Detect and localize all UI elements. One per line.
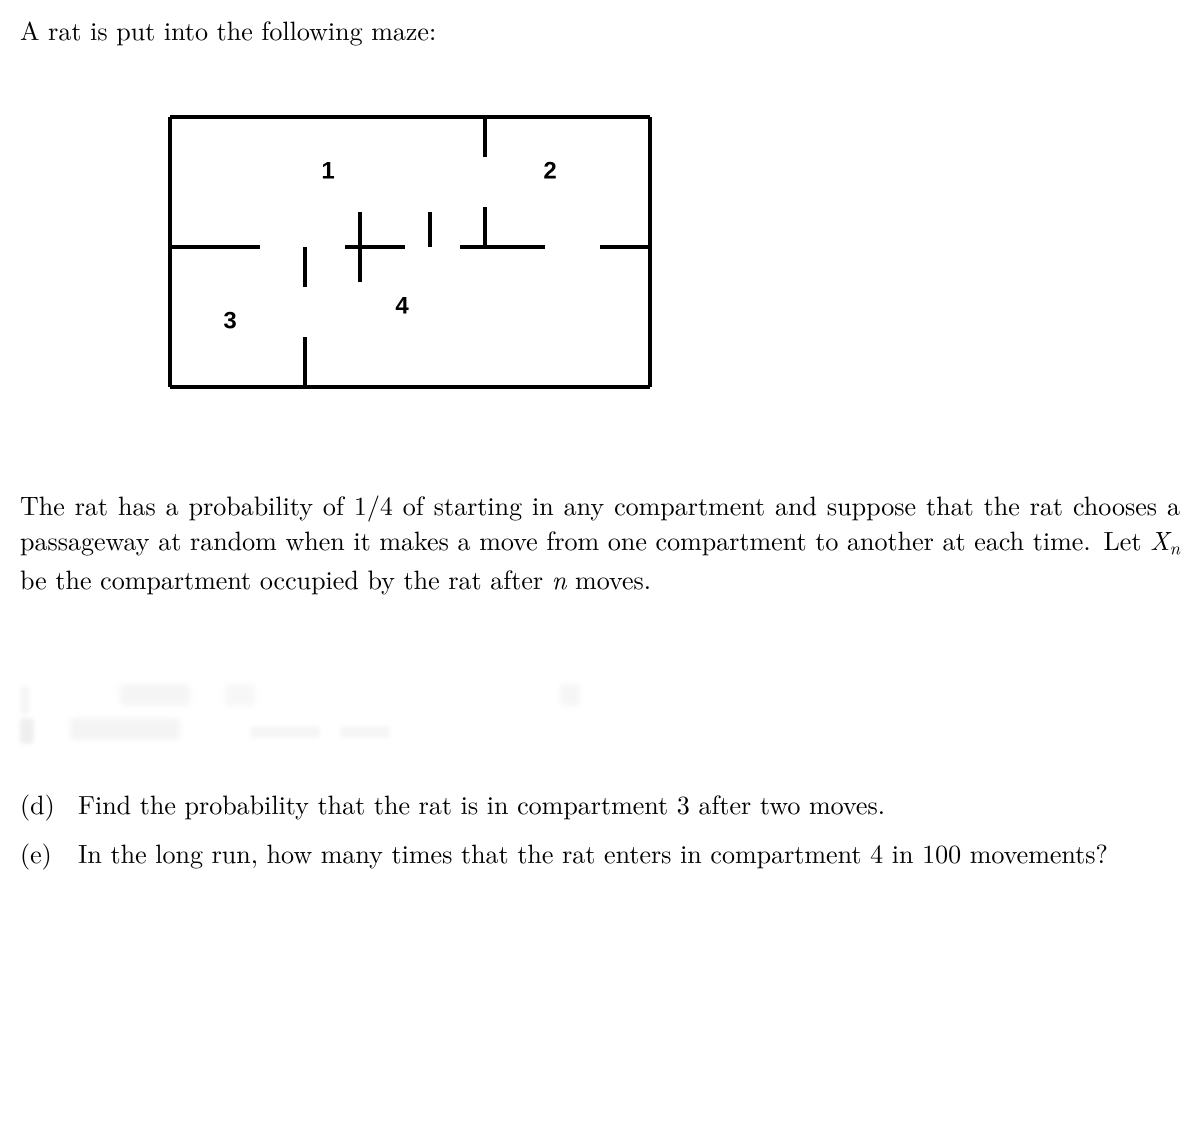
question-label: (d) (20, 786, 78, 821)
question-list: (d) Find the probability that the rat is… (20, 786, 1180, 870)
smudge (560, 684, 580, 706)
question-text: Find the probability that the rat is in … (78, 786, 1180, 821)
maze-container: 1 2 3 4 (20, 97, 1180, 407)
var-n: n (552, 560, 567, 597)
svg-text:4: 4 (395, 292, 409, 319)
smudge (340, 726, 390, 738)
smudge (70, 718, 180, 740)
var-X-sub: n (1169, 535, 1180, 561)
intro-line: A rat is put into the following maze: (20, 12, 1180, 47)
question-e: (e) In the long run, how many times that… (20, 835, 1180, 870)
smudge (120, 684, 190, 706)
question-label: (e) (20, 835, 78, 870)
question-text: In the long run, how many times that the… (78, 835, 1180, 870)
svg-text:1: 1 (321, 157, 334, 184)
description-paragraph: The rat has a probability of 1/4 of star… (20, 487, 1180, 596)
para-part-1: The rat has a probability of 1/4 of star… (20, 486, 1180, 558)
smudge (225, 684, 255, 706)
redacted-region (20, 656, 1180, 746)
smudge (250, 726, 320, 738)
page: A rat is put into the following maze: 1 2… (0, 0, 1200, 924)
svg-text:2: 2 (543, 157, 556, 184)
var-X: X (1150, 521, 1169, 558)
smudge (20, 686, 30, 714)
para-part-2: be the compartment occupied by the rat a… (20, 560, 552, 597)
maze-diagram: 1 2 3 4 (150, 97, 670, 407)
question-d: (d) Find the probability that the rat is… (20, 786, 1180, 821)
para-part-3: moves. (566, 560, 651, 597)
svg-text:3: 3 (223, 307, 236, 334)
smudge (20, 718, 34, 744)
